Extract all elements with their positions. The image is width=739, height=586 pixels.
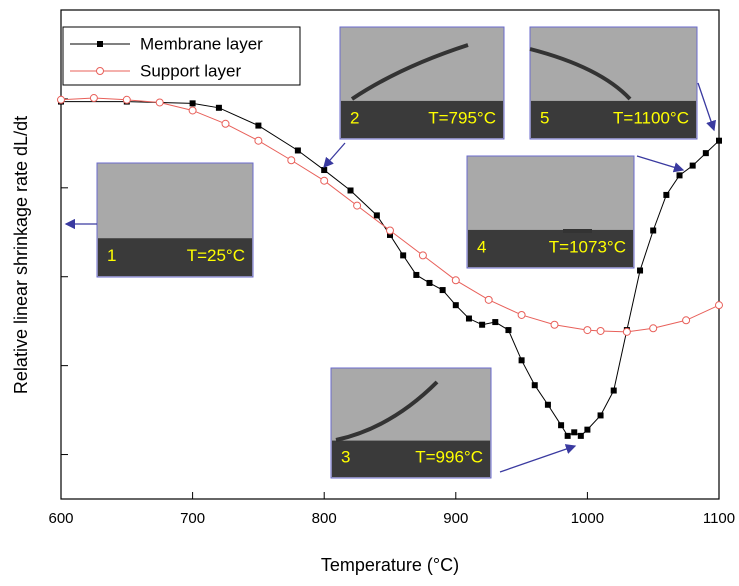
arrow bbox=[637, 156, 683, 170]
arrow bbox=[698, 83, 714, 130]
point bbox=[637, 268, 643, 274]
point bbox=[123, 96, 130, 103]
point bbox=[255, 123, 261, 129]
point bbox=[354, 202, 361, 209]
point bbox=[58, 96, 65, 103]
inset-number: 5 bbox=[540, 108, 549, 127]
point bbox=[716, 138, 722, 144]
point bbox=[611, 388, 617, 394]
inset-label: T=996°C bbox=[415, 448, 483, 467]
legend-marker bbox=[97, 68, 104, 75]
point bbox=[650, 325, 657, 332]
legend-label: Support layer bbox=[140, 61, 241, 80]
inset-number: 2 bbox=[350, 108, 359, 127]
x-axis-label: Temperature (°C) bbox=[321, 555, 459, 575]
x-tick-label: 700 bbox=[180, 510, 205, 527]
point bbox=[288, 157, 295, 164]
point bbox=[598, 412, 604, 418]
legend: Membrane layer Support layer bbox=[63, 27, 300, 85]
point bbox=[216, 105, 222, 111]
point bbox=[683, 317, 690, 324]
legend-label: Membrane layer bbox=[140, 34, 263, 53]
point bbox=[703, 150, 709, 156]
inset-label: T=1073°C bbox=[549, 237, 626, 256]
point bbox=[571, 429, 577, 435]
point bbox=[597, 327, 604, 334]
inset: 4 T=1073°C bbox=[467, 156, 634, 268]
point bbox=[551, 321, 558, 328]
legend-marker bbox=[97, 41, 103, 47]
point bbox=[413, 272, 419, 278]
point bbox=[466, 316, 472, 322]
point bbox=[519, 357, 525, 363]
inset: 1 T=25°C bbox=[97, 163, 253, 277]
y-axis-label: Relative linear shrinkage rate dL/dt bbox=[11, 116, 31, 394]
point bbox=[156, 99, 163, 106]
point bbox=[650, 227, 656, 233]
x-tick-label: 1000 bbox=[571, 510, 604, 527]
point bbox=[677, 172, 683, 178]
point bbox=[222, 120, 229, 127]
point bbox=[295, 147, 301, 153]
arrow bbox=[324, 143, 345, 167]
inset-number: 1 bbox=[107, 246, 116, 265]
point bbox=[623, 328, 630, 335]
point bbox=[690, 163, 696, 169]
inset-label: T=1100°C bbox=[613, 108, 689, 127]
point bbox=[505, 327, 511, 333]
point bbox=[716, 302, 723, 309]
point bbox=[584, 427, 590, 433]
point bbox=[419, 252, 426, 259]
point bbox=[90, 95, 97, 102]
point bbox=[584, 327, 591, 334]
inset: 2 T=795°C bbox=[340, 27, 504, 139]
point bbox=[400, 252, 406, 258]
point bbox=[532, 382, 538, 388]
inset: 3 T=996°C bbox=[331, 368, 491, 478]
point bbox=[348, 187, 354, 193]
x-tick-label: 1100 bbox=[703, 510, 735, 527]
inset-label: T=25°C bbox=[187, 246, 245, 265]
inset-number: 4 bbox=[477, 237, 486, 256]
point bbox=[426, 280, 432, 286]
point bbox=[565, 433, 571, 439]
point bbox=[255, 137, 262, 144]
point bbox=[453, 302, 459, 308]
point bbox=[440, 287, 446, 293]
point bbox=[578, 433, 584, 439]
point bbox=[374, 212, 380, 218]
point bbox=[321, 167, 327, 173]
point bbox=[190, 100, 196, 106]
point bbox=[387, 227, 394, 234]
point bbox=[518, 311, 525, 318]
point bbox=[492, 319, 498, 325]
inset: 5 T=1100°C bbox=[530, 27, 697, 139]
x-tick-label: 600 bbox=[48, 510, 73, 527]
point bbox=[321, 177, 328, 184]
point bbox=[189, 107, 196, 114]
point bbox=[663, 192, 669, 198]
point bbox=[479, 322, 485, 328]
inset-number: 3 bbox=[341, 448, 350, 467]
chart: Temperature (°C) Relative linear shrinka… bbox=[0, 0, 739, 581]
x-tick-label: 800 bbox=[312, 510, 337, 527]
point bbox=[452, 277, 459, 284]
inset-label: T=795°C bbox=[428, 108, 496, 127]
x-tick-label: 900 bbox=[443, 510, 468, 527]
arrow bbox=[500, 446, 575, 472]
point bbox=[485, 296, 492, 303]
point bbox=[558, 422, 564, 428]
point bbox=[545, 402, 551, 408]
